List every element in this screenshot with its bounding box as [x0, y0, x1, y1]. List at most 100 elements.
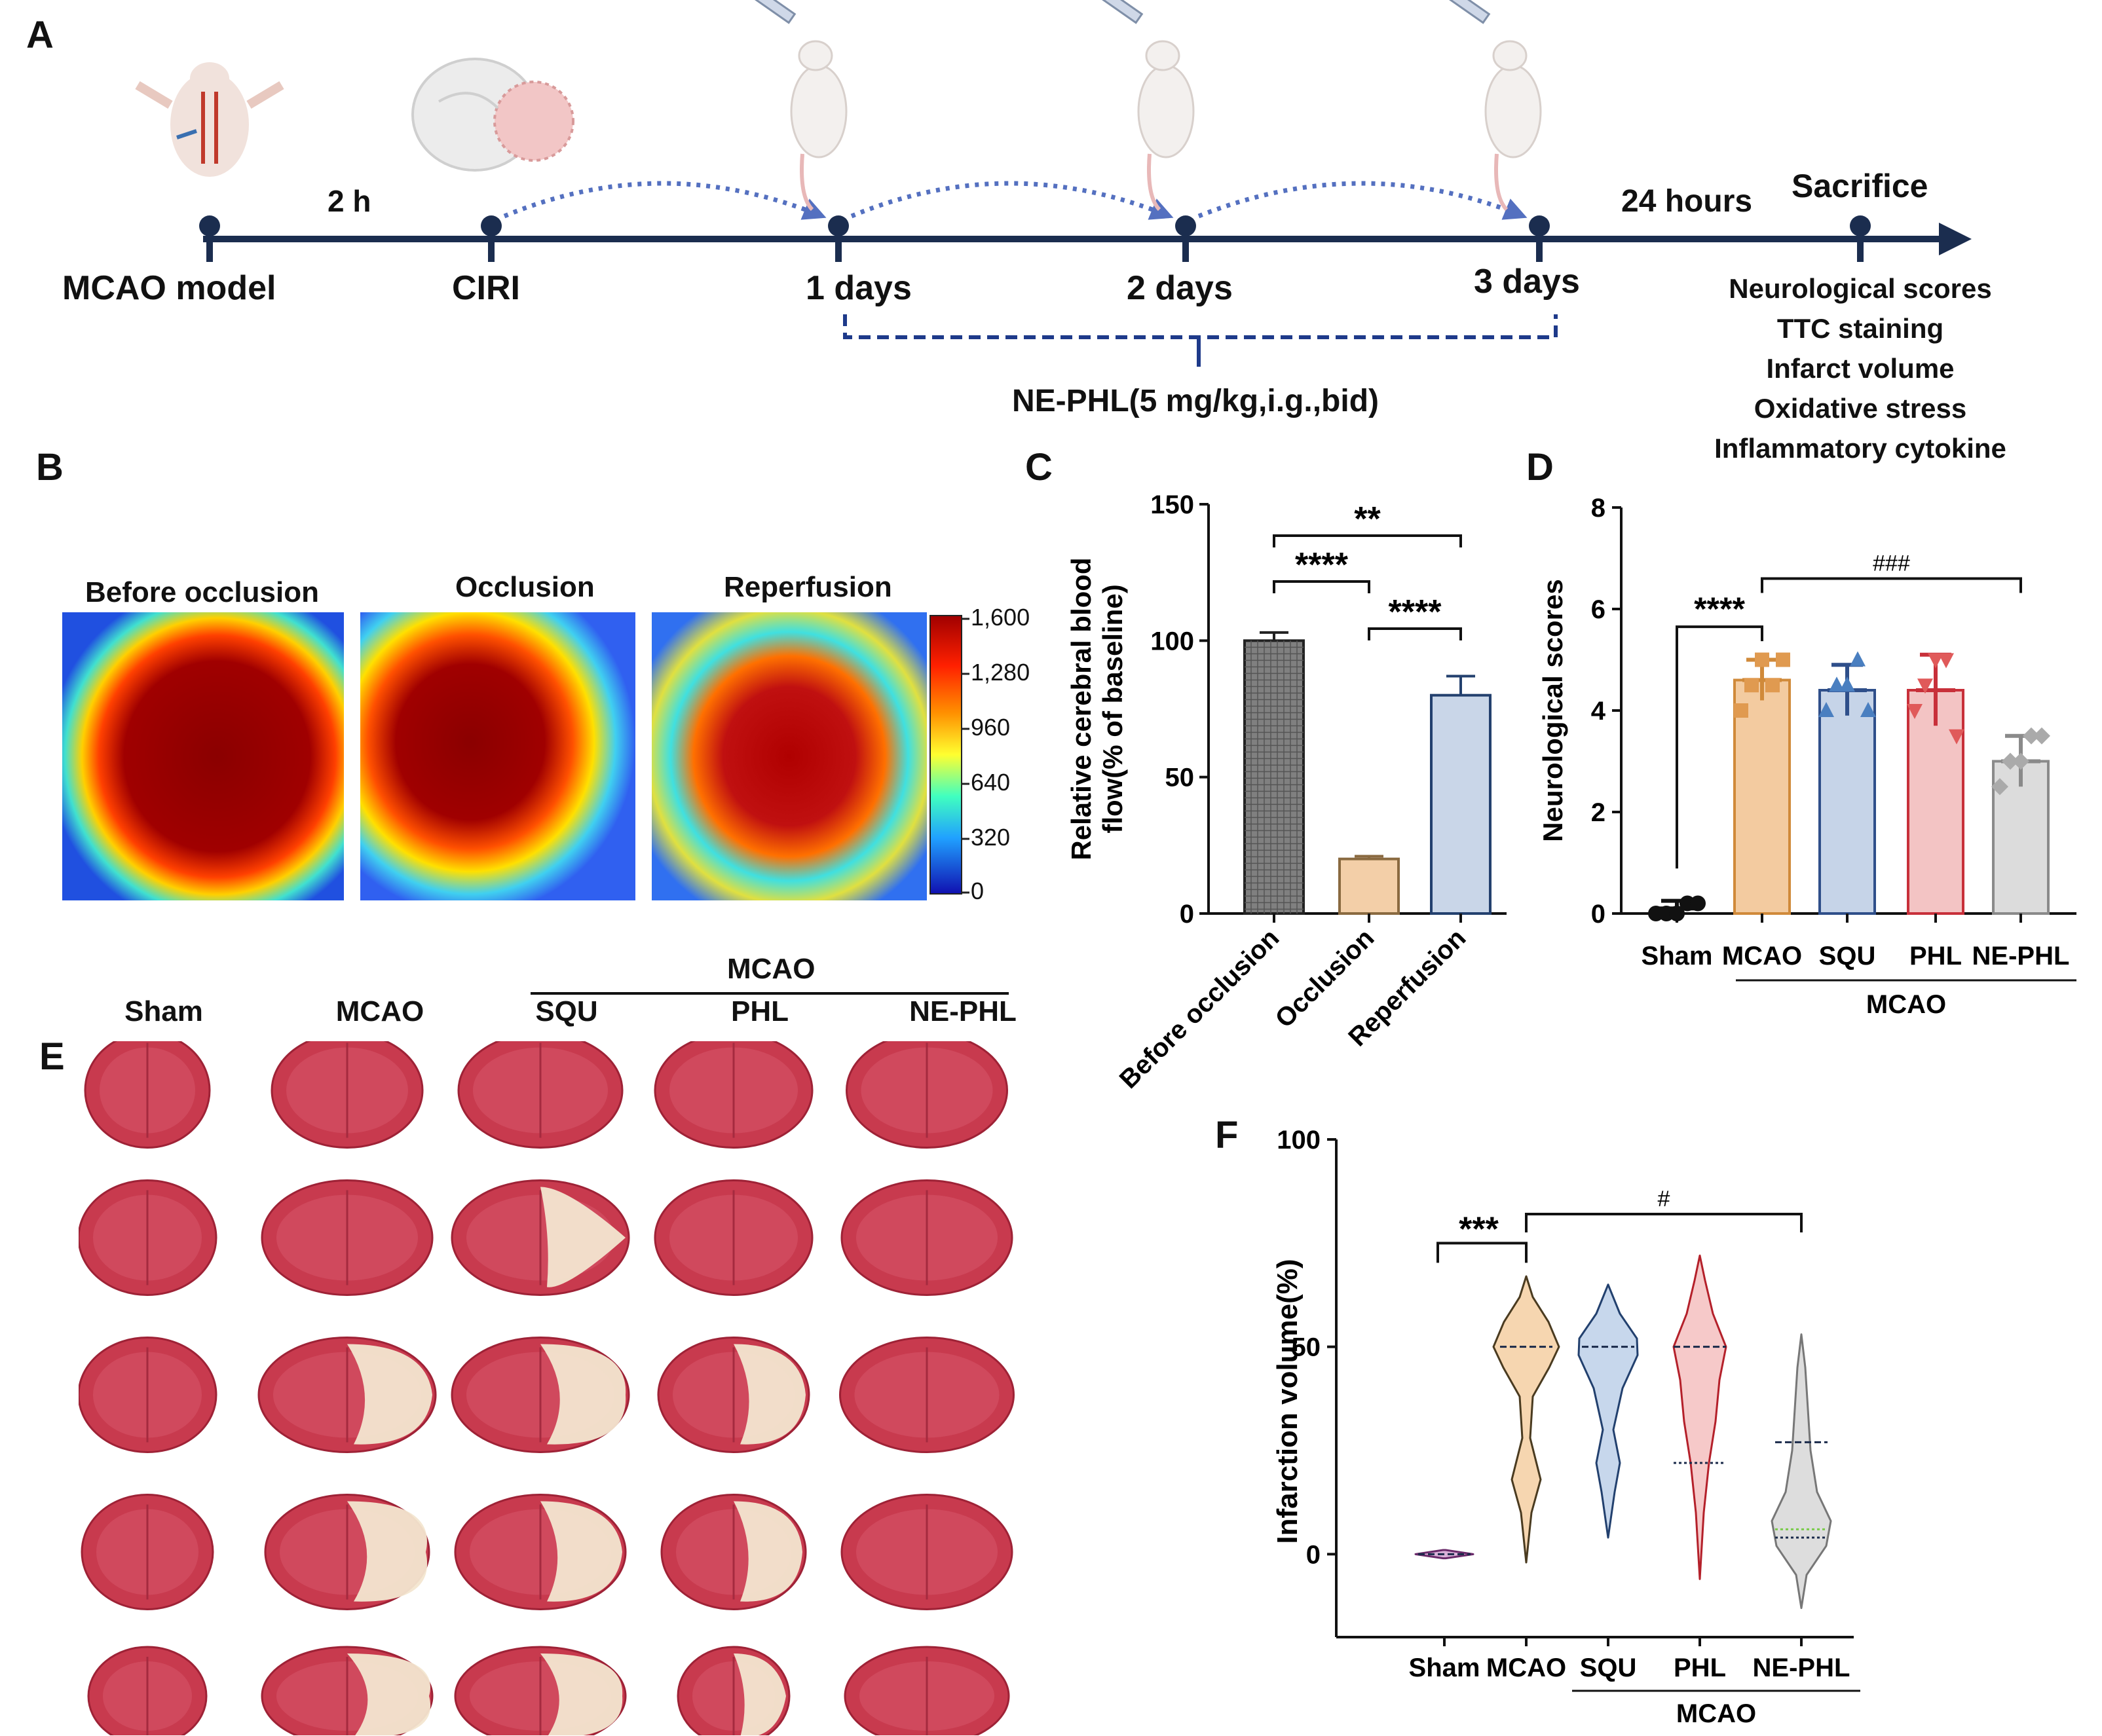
violin [1492, 1275, 1560, 1564]
rat-syringe-icon-3 [1444, 0, 1542, 212]
tick-day1 [835, 223, 842, 262]
panel-label-e: E [39, 1035, 65, 1078]
x-tick-label: Sham [1409, 1653, 1480, 1682]
y-tick-label: 0 [1591, 900, 1605, 929]
ttc-col-nephl: NE-PHL [909, 995, 1017, 1027]
data-point [2002, 752, 2019, 770]
curve-arrow-1 [503, 181, 827, 220]
y-tick-label: 0 [1180, 900, 1194, 929]
data-point [1860, 702, 1876, 717]
stage-mcao-model: MCAO model [62, 269, 276, 307]
infarct-region [540, 1344, 626, 1445]
colorbar-tick: 640 [971, 769, 1011, 796]
outcome-item: TTC staining [1776, 313, 1944, 344]
stage-day3: 3 days [1474, 263, 1580, 301]
ldf-image-occlusion [360, 612, 635, 900]
data-point [1839, 676, 1855, 692]
ttc-group-line [531, 992, 1009, 995]
dot-mcao [199, 215, 220, 236]
x-tick-label: SQU [1580, 1653, 1637, 1682]
data-point [1690, 895, 1706, 912]
ldf-title-occlusion: Occlusion [455, 571, 595, 603]
colorbar-tick: 0 [971, 877, 985, 904]
colorbar [929, 615, 962, 895]
violin [1577, 1284, 1639, 1539]
panel-label-f: F [1215, 1114, 1239, 1156]
outcome-list: Neurological scores TTC staining Infarct… [1677, 268, 2044, 468]
data-point [2033, 727, 2050, 745]
x-tick-label: SQU [1819, 942, 1876, 970]
ldf-image-reperfusion [652, 612, 927, 900]
y-tick-label: 100 [1150, 627, 1194, 656]
chart-d: 0 2 4 6 8 Neurological scores Sham MCAO SQU PHL NE… [1537, 494, 2076, 1019]
y-tick-label: 100 [1277, 1126, 1321, 1154]
infarct-region [734, 1501, 802, 1602]
ttc-slice-grid [79, 1041, 1015, 1735]
ttc-col-squ: SQU [535, 995, 598, 1027]
tick-sacrifice [1857, 223, 1864, 262]
significance-bracket [1525, 1213, 1803, 1232]
y-tick-label: 8 [1591, 494, 1605, 523]
y-tick-label: 6 [1591, 595, 1605, 624]
data-point [1850, 651, 1866, 667]
group-label: MCAO [1676, 1699, 1756, 1728]
chart-c: 0 50 100 150 Relative cerebral bloodflow(% o… [1066, 490, 1507, 1094]
significance-label: # [1658, 1187, 1670, 1211]
panel-label-d: D [1526, 446, 1554, 489]
ttc-group-label: MCAO [727, 953, 816, 985]
y-tick-label: 150 [1150, 490, 1194, 519]
colorbar-tick: 1,600 [971, 604, 1030, 631]
x-tick-label: Sham [1642, 942, 1713, 970]
bar [1733, 678, 1791, 915]
y-axis-label: Neurological scores [1537, 579, 1568, 841]
significance-bracket [1368, 627, 1462, 640]
dot-day3 [1529, 215, 1550, 236]
dot-day1 [828, 215, 849, 236]
data-point [1991, 778, 2008, 796]
outcome-item: Oxidative stress [1754, 393, 1967, 424]
ttc-col-mcao: MCAO [335, 995, 424, 1027]
infarct-region [347, 1501, 428, 1602]
ldf-title-before: Before occlusion [85, 576, 319, 608]
x-tick-label: NE-PHL [1972, 942, 2070, 970]
brain-icon [411, 58, 574, 172]
significance-bracket [1273, 580, 1370, 593]
dot-sacrifice [1850, 215, 1871, 236]
final-interval-label: 24 hours [1621, 184, 1753, 219]
stage-day1: 1 days [806, 269, 912, 307]
panel-label-b: B [36, 446, 64, 489]
colorbar-tick: 960 [971, 714, 1011, 741]
outcome-item: Infarct volume [1766, 353, 1955, 384]
tick-mcao [206, 223, 213, 262]
violin [1672, 1254, 1727, 1580]
data-point [1818, 702, 1834, 717]
violin [1771, 1333, 1832, 1610]
colorbar-tick: 320 [971, 824, 1011, 851]
data-point [1928, 653, 1943, 669]
tick-day3 [1536, 223, 1543, 262]
data-point [1744, 678, 1759, 693]
infarct-region [734, 1653, 786, 1735]
infarct-region [347, 1653, 431, 1735]
data-point [2012, 752, 2029, 770]
data-point [1755, 652, 1769, 667]
y-tick-label: 50 [1165, 764, 1195, 792]
interval-label: 2 h [328, 184, 371, 218]
x-tick-label: Before occlusion [1114, 923, 1285, 1094]
significance-bracket [1436, 1242, 1528, 1263]
outcome-item: Inflammatory cytokine [1714, 433, 2006, 464]
data-point [1917, 678, 1933, 694]
x-tick-label: PHL [1909, 942, 1962, 970]
data-point [1907, 704, 1923, 719]
rat-syringe-icon-1 [749, 0, 848, 212]
tick-day2 [1182, 223, 1189, 262]
significance-bracket [1761, 577, 2022, 593]
infarct-region [540, 1187, 626, 1287]
y-axis-label: Relative cerebral bloodflow(% of baselin… [1066, 557, 1128, 860]
ttc-col-sham: Sham [124, 995, 203, 1027]
significance-label: *** [1459, 1210, 1499, 1248]
ldf-title-reperfusion: Reperfusion [724, 571, 892, 603]
colorbar-tick: 1,280 [971, 659, 1030, 686]
bar [1338, 857, 1400, 915]
group-label: MCAO [1866, 990, 1946, 1019]
